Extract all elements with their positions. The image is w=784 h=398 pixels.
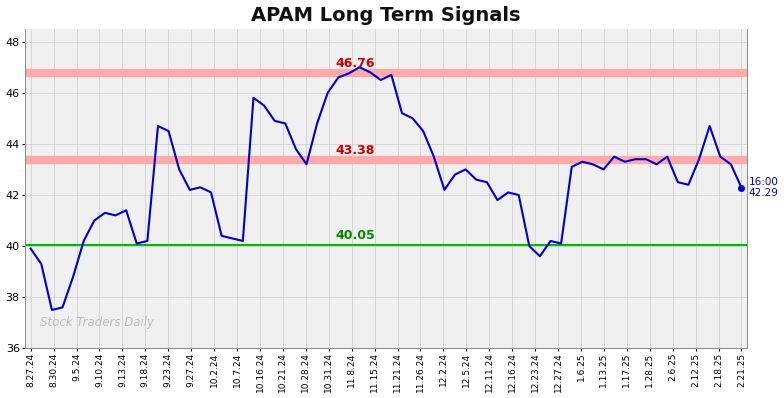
Text: 43.38: 43.38 bbox=[336, 144, 375, 157]
Text: 46.76: 46.76 bbox=[336, 57, 375, 70]
Text: 16:00
42.29: 16:00 42.29 bbox=[749, 177, 779, 198]
Text: Stock Traders Daily: Stock Traders Daily bbox=[40, 316, 154, 329]
Title: APAM Long Term Signals: APAM Long Term Signals bbox=[252, 6, 521, 25]
Text: 40.05: 40.05 bbox=[336, 229, 376, 242]
